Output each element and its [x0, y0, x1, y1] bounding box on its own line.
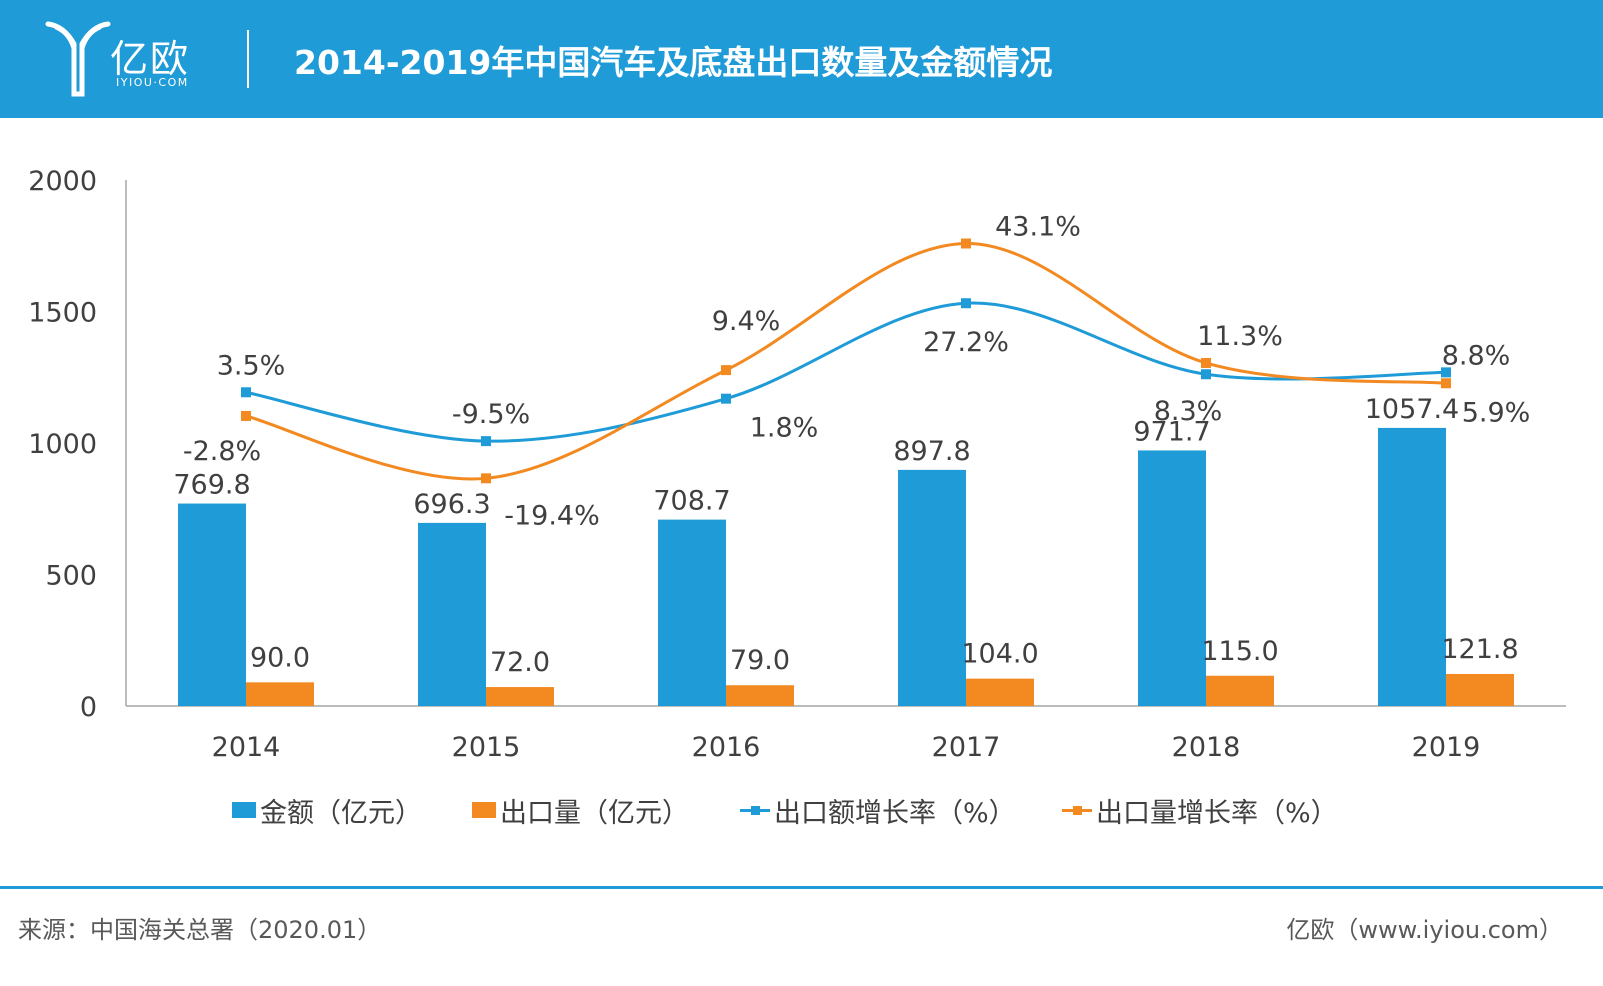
bar-series [178, 427, 1514, 706]
y-tick-label: 2000 [28, 166, 97, 197]
bar-label-amount: 1057.4 [1365, 394, 1459, 425]
header-banner: 亿欧 IYIOU·COM 2014-2019年中国汽车及底盘出口数量及金额情况 [0, 0, 1603, 118]
legend-item-amount-growth: 出口额增长率（%） [740, 788, 1016, 832]
line-label-amount-growth: 27.2% [923, 327, 1009, 358]
y-tick-label: 1500 [28, 298, 97, 329]
legend-swatch-amount [232, 802, 256, 818]
legend-label-amount-growth: 出口额增长率（%） [774, 797, 1016, 829]
bar-label-amount: 971.7 [1133, 416, 1210, 447]
y-tick-label: 1000 [28, 429, 97, 460]
marker-amount-growth [481, 436, 491, 447]
bar-label-amount: 897.8 [893, 436, 970, 467]
bar-volume [1206, 675, 1274, 706]
x-tick-label: 2014 [212, 732, 281, 763]
x-tick-label: 2015 [452, 732, 521, 763]
marker-volume-growth [721, 365, 731, 376]
bar-label-volume: 90.0 [250, 642, 310, 673]
bar-volume [486, 687, 554, 706]
data-labels: 769.8 696.3 708.7 897.8 971.7 1057.4 90.0 72.0 7… [173, 211, 1530, 678]
header-divider [247, 30, 249, 88]
chart-legend: 金额（亿元） 出口量（亿元） 出口额增长率（%） 出口量增长率（%） [0, 788, 1603, 832]
logo-url: IYIOU·COM [116, 76, 189, 89]
x-tick-label: 2017 [932, 732, 1001, 763]
line-label-volume-growth: -19.4% [504, 500, 600, 531]
line-series [241, 238, 1451, 484]
bar-amount [658, 519, 726, 706]
bar-label-volume: 72.0 [490, 647, 550, 678]
bar-label-amount: 708.7 [653, 486, 730, 517]
legend-item-amount: 金额（亿元） [232, 788, 422, 832]
y-tick-label: 500 [45, 561, 97, 592]
x-tick-label: 2019 [1412, 732, 1481, 763]
bar-volume [246, 682, 314, 706]
x-tick-label: 2016 [692, 732, 761, 763]
bar-label-volume: 104.0 [961, 639, 1038, 670]
legend-item-volume-growth: 出口量增长率（%） [1062, 788, 1338, 832]
line-label-amount-growth: 1.8% [750, 413, 819, 444]
footer-source: 来源：中国海关总署（2020.01） [18, 916, 382, 944]
bar-amount [1378, 427, 1446, 706]
bar-label-amount: 769.8 [173, 470, 250, 501]
bar-label-volume: 121.8 [1441, 634, 1518, 665]
marker-volume-growth [961, 238, 971, 249]
line-label-amount-growth: 3.5% [217, 350, 286, 381]
bar-label-volume: 115.0 [1201, 636, 1278, 667]
marker-amount-growth [1441, 367, 1451, 378]
line-label-amount-growth: -9.5% [452, 399, 530, 430]
y-axis: 0 500 1000 1500 2000 [28, 166, 127, 723]
line-label-volume-growth: 43.1% [995, 211, 1081, 242]
line-label-volume-growth: 9.4% [712, 306, 781, 337]
legend-line-volume-growth [1062, 802, 1092, 818]
bar-label-volume: 79.0 [730, 645, 790, 676]
bar-amount [1138, 450, 1206, 706]
marker-amount-growth [1201, 369, 1211, 380]
line-label-volume-growth: 11.3% [1197, 321, 1283, 352]
line-label-amount-growth: 8.3% [1154, 396, 1223, 427]
bar-volume [1446, 673, 1514, 706]
footer-divider [0, 886, 1603, 889]
marker-volume-growth [1441, 378, 1451, 389]
line-volume-growth [245, 241, 1447, 481]
legend-label-volume: 出口量（亿元） [500, 797, 689, 829]
logo-name: 亿欧 [110, 37, 191, 81]
marker-amount-growth [721, 393, 731, 404]
bar-amount [418, 522, 486, 706]
iyiou-logo: 亿欧 IYIOU·COM [44, 18, 214, 98]
marker-volume-growth [241, 410, 251, 421]
legend-item-volume: 出口量（亿元） [472, 788, 689, 832]
iyiou-logo-mark-icon [45, 21, 111, 97]
marker-volume-growth [481, 473, 491, 484]
marker-volume-growth [1201, 357, 1211, 368]
line-label-volume-growth: 5.9% [1462, 397, 1531, 428]
legend-label-volume-growth: 出口量增长率（%） [1096, 797, 1338, 829]
x-axis: 2014 2015 2016 2017 2018 2019 [126, 705, 1566, 763]
page-title: 2014-2019年中国汽车及底盘出口数量及金额情况 [294, 43, 1053, 82]
y-tick-label: 0 [80, 692, 97, 723]
line-amount-growth [245, 301, 1447, 443]
bar-amount [898, 469, 966, 706]
bar-amount [178, 503, 246, 706]
legend-line-amount-growth [740, 802, 770, 818]
legend-label-amount: 金额（亿元） [260, 797, 422, 829]
x-tick-label: 2018 [1172, 732, 1241, 763]
footer-site: 亿欧（www.iyiou.com） [1286, 916, 1563, 944]
line-label-amount-growth: 8.8% [1442, 340, 1511, 371]
bar-volume [966, 678, 1034, 706]
marker-amount-growth [961, 298, 971, 309]
marker-amount-growth [241, 387, 251, 398]
bar-label-amount: 696.3 [413, 489, 490, 520]
bar-volume [726, 685, 794, 706]
legend-swatch-volume [472, 802, 496, 818]
line-label-volume-growth: -2.8% [183, 436, 261, 467]
